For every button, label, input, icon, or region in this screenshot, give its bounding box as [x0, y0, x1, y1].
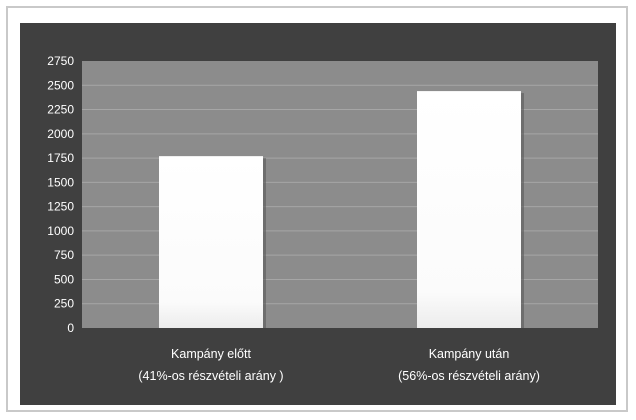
x-category-label: (56%-os részvételi arány)	[398, 369, 540, 383]
y-tick-label: 2000	[47, 127, 74, 141]
y-tick-label: 2750	[47, 54, 74, 68]
y-tick-label: 2500	[47, 78, 74, 92]
chart-panel: 0 250 500 750 1000 1250 1500 1750 2000 2250 2500 27…	[20, 23, 616, 405]
bar-1	[159, 156, 263, 328]
y-tick-label: 1250	[47, 200, 74, 214]
y-tick-label: 500	[54, 272, 74, 286]
bar-2	[417, 91, 521, 329]
y-tick-label: 1750	[47, 151, 74, 165]
y-tick-label: 1000	[47, 224, 74, 238]
x-category-label: Kampány előtt	[171, 347, 251, 361]
y-tick-label: 750	[54, 248, 74, 262]
bars	[159, 91, 524, 329]
x-category-label: Kampány után	[429, 347, 510, 361]
y-tick-label: 2250	[47, 103, 74, 117]
x-category-label: (41%-os részvételi arány )	[138, 369, 283, 383]
y-axis-tick-labels: 0 250 500 750 1000 1250 1500 1750 2000 2250 2500 27…	[47, 54, 74, 335]
y-tick-label: 250	[54, 297, 74, 311]
x-axis-category-labels: Kampány előtt (41%-os részvételi arány ) K…	[138, 347, 539, 383]
y-tick-label: 0	[67, 321, 74, 335]
y-tick-label: 1500	[47, 175, 74, 189]
bar-chart: 0 250 500 750 1000 1250 1500 1750 2000 2250 2500 27…	[47, 54, 598, 383]
